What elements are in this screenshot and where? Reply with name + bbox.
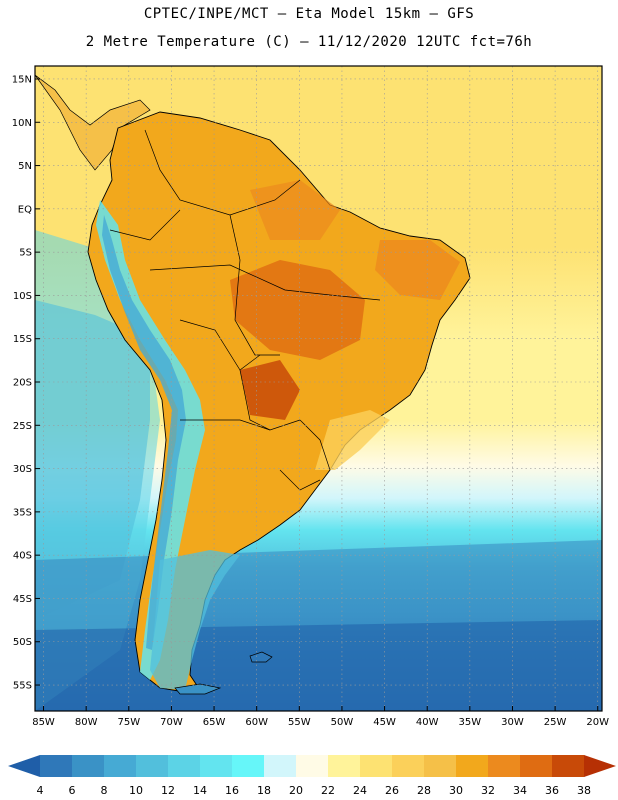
colorbar-swatch — [200, 755, 233, 777]
chart-title: CPTEC/INPE/MCT – Eta Model 15km – GFS — [143, 6, 475, 22]
longitude-label: 85W — [32, 717, 55, 728]
hot-core-central-brazil — [230, 260, 365, 360]
colorbar — [8, 755, 616, 777]
colorbar-swatch — [392, 755, 425, 777]
longitude-label: 20W — [586, 717, 609, 728]
latitude-label: 50S — [13, 637, 32, 648]
country-borders — [109, 129, 381, 491]
colorbar-label: 18 — [257, 784, 271, 797]
colorbar-swatch — [520, 755, 553, 777]
colorbar-label: 28 — [417, 784, 431, 797]
colorbar-high-arrow — [584, 755, 616, 777]
map-frame — [34, 65, 603, 712]
longitude-label: 55W — [288, 717, 311, 728]
latitude-label: 55S — [13, 681, 32, 692]
latitude-label: 10S — [13, 291, 32, 302]
hot-core-amazon — [250, 180, 340, 240]
colorbar-swatch — [40, 755, 73, 777]
map-panel — [35, 66, 602, 711]
longitude-label: 70W — [160, 717, 183, 728]
colorbar-swatch — [232, 755, 265, 777]
latitude-label: 30S — [13, 464, 32, 475]
colorbar-label: 30 — [449, 784, 463, 797]
latitude-label: 20S — [13, 378, 32, 389]
colorbar-label: 38 — [577, 784, 591, 797]
colorbar-swatch — [296, 755, 329, 777]
colorbar-labels: 4 6 8 10 12 14 16 18 20 22 24 26 28 30 32 34 36 38 — [37, 784, 592, 797]
latitude-label: 40S — [13, 551, 32, 562]
colorbar-label: 16 — [225, 784, 239, 797]
longitude-label: 80W — [75, 717, 98, 728]
colorbar-swatch — [136, 755, 169, 777]
latitude-label: 5S — [19, 248, 32, 259]
longitude-label: 45W — [373, 717, 396, 728]
hot-core-northeast — [375, 240, 460, 300]
longitude-label: 50W — [331, 717, 354, 728]
longitude-label: 60W — [245, 717, 268, 728]
colorbar-label: 36 — [545, 784, 559, 797]
southern-coldest-band — [35, 620, 602, 711]
colorbar-label: 32 — [481, 784, 495, 797]
longitude-label: 65W — [203, 717, 226, 728]
colorbar-label: 20 — [289, 784, 303, 797]
latitude-label: 45S — [13, 594, 32, 605]
colorbar-swatch — [424, 755, 457, 777]
chart-subtitle: 2 Metre Temperature (C) – 11/12/2020 12U… — [85, 34, 533, 50]
graticule — [35, 66, 602, 711]
latitude-label: 35S — [13, 507, 32, 518]
longitude-label: 25W — [544, 717, 567, 728]
colorbar-swatch — [264, 755, 297, 777]
longitude-label: 40W — [416, 717, 439, 728]
latitude-label: 15N — [12, 74, 32, 85]
colorbar-label: 26 — [385, 784, 399, 797]
patagonia-cool — [150, 550, 240, 690]
colorbar-label: 14 — [193, 784, 207, 797]
longitude-label: 30W — [501, 717, 524, 728]
andes-high-peaks — [102, 215, 186, 650]
southeast-mild — [315, 410, 390, 470]
central-america-land — [35, 74, 151, 171]
colorbar-swatch — [72, 755, 105, 777]
colorbar-label: 10 — [129, 784, 143, 797]
colorbar-swatch — [488, 755, 521, 777]
longitude-label: 35W — [459, 717, 482, 728]
colorbar-label: 6 — [69, 784, 76, 797]
latitude-label: 5N — [18, 161, 32, 172]
falkland-islands — [249, 651, 273, 663]
colorbar-swatch — [168, 755, 201, 777]
colorbar-label: 8 — [101, 784, 108, 797]
colorbar-label: 34 — [513, 784, 527, 797]
colorbar-label: 24 — [353, 784, 367, 797]
pacific-cold-band — [35, 300, 150, 620]
colorbar-swatch — [360, 755, 393, 777]
latitude-label: 10N — [12, 118, 32, 129]
colorbar-swatch — [104, 755, 137, 777]
colorbar-label: 4 — [37, 784, 44, 797]
latitude-label: EQ — [18, 204, 32, 215]
longitude-labels: 85W 80W 75W 70W 65W 60W 55W 50W 45W 40W 35W 30W 25W 2… — [32, 706, 609, 728]
latitude-labels: 15N 10N 5N EQ 5S 10S 15S 20S 25S 30S 35S 40S 45S 50S 5… — [12, 74, 40, 692]
colorbar-swatch — [328, 755, 361, 777]
hot-core-chaco — [240, 360, 300, 420]
latitude-label: 15S — [13, 334, 32, 345]
colorbar-label: 12 — [161, 784, 175, 797]
longitude-label: 75W — [117, 717, 140, 728]
colorbar-low-arrow — [8, 755, 40, 777]
colorbar-label: 22 — [321, 784, 335, 797]
tierra-del-fuego — [174, 683, 222, 695]
colorbar-swatch — [456, 755, 489, 777]
colorbar-swatch — [552, 755, 585, 777]
latitude-label: 25S — [13, 421, 32, 432]
